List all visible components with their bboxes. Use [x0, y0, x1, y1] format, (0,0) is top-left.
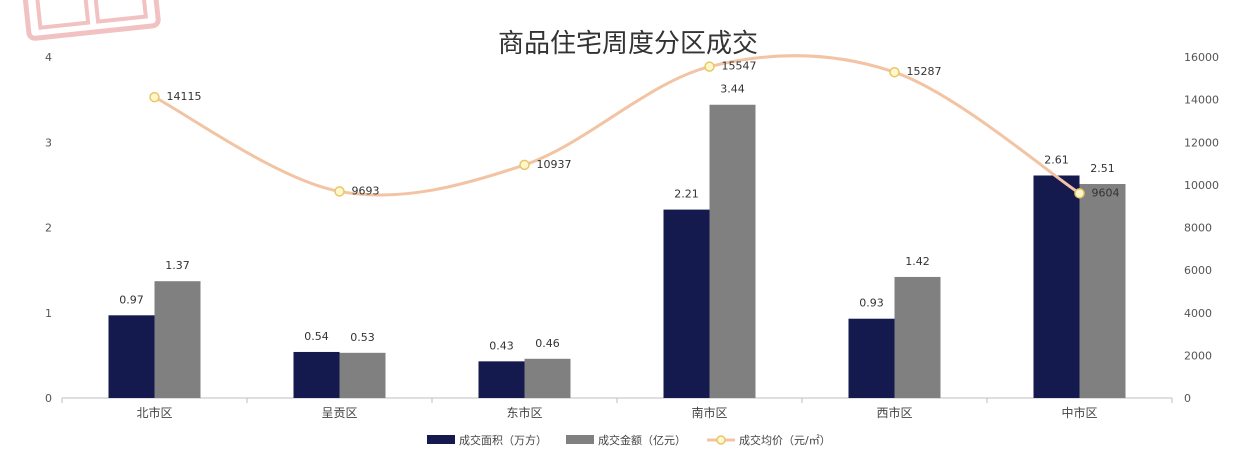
- y-right-tick-label: 4000: [1184, 307, 1212, 320]
- price-point: [704, 61, 715, 72]
- bar-amount: [1079, 184, 1126, 398]
- y-right-tick-label: 2000: [1184, 349, 1212, 362]
- bar-area: [108, 315, 155, 398]
- data-label-price: 15547: [722, 60, 757, 73]
- bar-area: [293, 351, 340, 398]
- y-right-tick-label: 0: [1184, 392, 1191, 405]
- legend-label-price: 成交均价（元/㎡）: [739, 433, 831, 447]
- price-point: [334, 186, 345, 197]
- bar-amount: [339, 352, 386, 398]
- data-label-price: 10937: [537, 158, 572, 171]
- data-label-amount: 3.44: [720, 83, 745, 96]
- price-point: [889, 66, 900, 78]
- x-tick-label: 北市区: [136, 405, 172, 420]
- bar-area: [478, 361, 525, 398]
- y-left-tick-label: 2: [45, 222, 52, 235]
- data-label-amount: 0.46: [535, 337, 560, 350]
- y-right-tick-label: 14000: [1184, 94, 1219, 107]
- bar-area: [663, 209, 710, 398]
- y-right-tick-label: 12000: [1184, 136, 1219, 149]
- x-tick-label: 西市区: [876, 405, 912, 420]
- y-left-tick-label: 3: [45, 136, 52, 149]
- legend-swatch-area: [427, 435, 455, 444]
- price-point: [149, 91, 160, 103]
- data-label-price: 15287: [907, 65, 942, 78]
- watermark-stamp: [14, 0, 172, 50]
- price-line-path: [153, 54, 1081, 197]
- y-left-tick-label: 4: [45, 51, 52, 64]
- x-tick-label: 南市区: [691, 405, 727, 420]
- y-right-tick-label: 10000: [1184, 179, 1219, 192]
- data-label-amount: 2.51: [1090, 162, 1115, 175]
- price-point: [519, 159, 530, 171]
- data-label-area: 0.43: [489, 339, 514, 352]
- y-left-tick-label: 1: [45, 307, 52, 320]
- bar-area: [848, 318, 895, 398]
- y-left-tick-label: 0: [45, 392, 52, 405]
- price-line: [149, 54, 1085, 199]
- y-right-tick-label: 8000: [1184, 222, 1212, 235]
- y-right-tick-label: 16000: [1184, 51, 1219, 64]
- legend-label-amount: 成交金额（亿元）: [598, 433, 686, 447]
- data-label-area: 2.61: [1044, 153, 1069, 166]
- data-label-price: 9604: [1092, 186, 1120, 199]
- legend: 成交面积（万方） 成交金额（亿元） 成交均价（元/㎡）: [427, 433, 831, 447]
- legend-marker-price: [716, 435, 726, 445]
- price-point: [1074, 188, 1085, 199]
- legend-label-area: 成交面积（万方）: [459, 433, 547, 447]
- data-label-amount: 0.53: [350, 331, 375, 344]
- data-label-amount: 1.42: [905, 255, 930, 268]
- x-tick-label: 呈贡区: [321, 406, 357, 420]
- data-label-area: 0.97: [119, 293, 144, 306]
- data-label-area: 0.54: [304, 330, 329, 343]
- axes: 北市区 呈贡区 东市区 南市区 西市区 中市区 0 1 2 3 4 0 2000 4000 6000 8000…: [45, 51, 1219, 420]
- data-label-area: 2.21: [674, 188, 699, 201]
- bar-area: [1033, 175, 1080, 398]
- bar-amount: [709, 104, 756, 399]
- bar-amount: [524, 358, 571, 398]
- data-label-amount: 1.37: [165, 259, 190, 272]
- data-label-price: 14115: [167, 90, 202, 103]
- x-tick-label: 中市区: [1061, 405, 1097, 420]
- data-label-area: 0.93: [859, 297, 884, 310]
- bars: [108, 104, 1126, 399]
- bar-amount: [154, 281, 201, 398]
- y-right-tick-label: 6000: [1184, 264, 1212, 277]
- x-tick-label: 东市区: [506, 405, 542, 420]
- chart-title: 商品住宅周度分区成交: [498, 29, 758, 59]
- legend-swatch-amount: [566, 435, 594, 444]
- bar-amount: [894, 276, 941, 398]
- data-labels: 0.97 0.54 0.43 2.21 0.93 2.61 1.37 0.53 0.46 3.44…: [119, 60, 1119, 353]
- data-label-price: 9693: [352, 184, 380, 197]
